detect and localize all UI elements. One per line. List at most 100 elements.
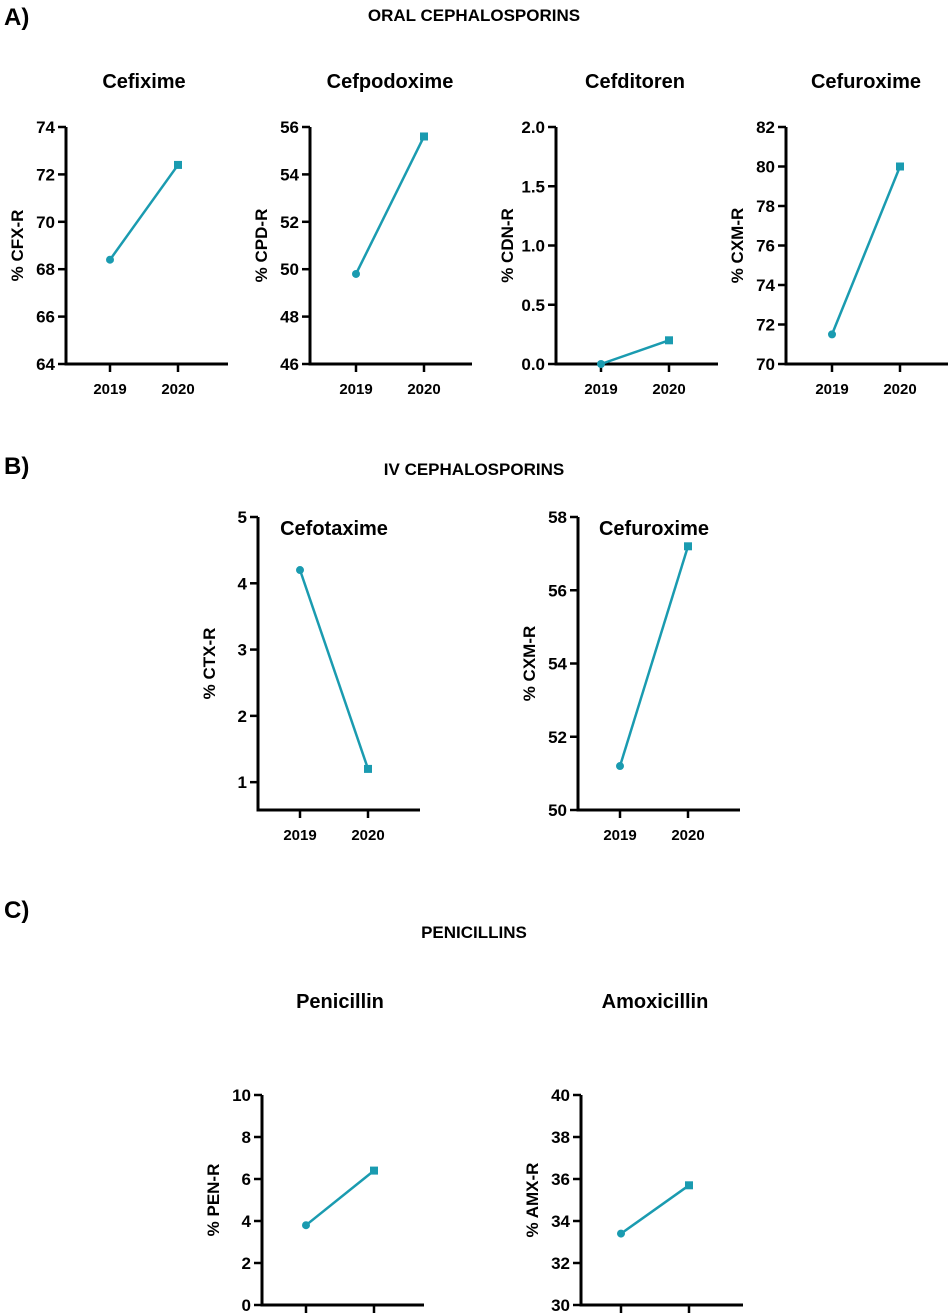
data-point-2019 [302, 1221, 310, 1230]
y-tick-label: 64 [36, 355, 55, 374]
chart-penicillin: Penicillin024681020192020% PEN-R [204, 991, 424, 1314]
y-axis-label: % CFX-R [8, 210, 27, 282]
y-tick-label: 8 [242, 1128, 251, 1147]
y-tick-label: 80 [756, 158, 775, 177]
x-tick-label: 2019 [815, 381, 848, 398]
y-tick-label: 2 [238, 707, 247, 726]
chart-cefditoren: Cefditoren 0.0 0.5 1.0 1.5 2.0 2019 2020 % CDN-R [498, 71, 718, 398]
chart-cefpodoxime: Cefpodoxime 46 48 50 52 54 56 2019 2020 % CPD-R [252, 71, 472, 398]
y-tick-label: 50 [548, 801, 567, 820]
x-tick-label: 2020 [652, 381, 685, 398]
y-tick-label: 74 [36, 118, 55, 137]
chart-title: Cefotaxime [280, 518, 388, 540]
panel-label-c: C) [4, 897, 30, 924]
y-tick-label: 50 [280, 260, 299, 279]
y-tick-label: 52 [548, 728, 567, 747]
chart-title: Penicillin [296, 991, 384, 1013]
x-tick-label: 2019 [93, 381, 126, 398]
y-tick-label: 78 [756, 197, 775, 216]
data-point-2020 [370, 1166, 378, 1175]
y-tick-label: 3 [238, 641, 247, 660]
y-tick-label: 54 [280, 165, 299, 184]
y-tick-label: 70 [756, 355, 775, 374]
x-tick-label: 2019 [584, 381, 617, 398]
y-tick-label: 30 [551, 1296, 570, 1314]
y-tick-label: 32 [551, 1254, 570, 1273]
y-tick-label: 0 [242, 1296, 251, 1314]
y-tick-label: 36 [551, 1170, 570, 1189]
data-point-2020 [685, 1181, 693, 1190]
chart-cefuroxime: Cefuroxime 70 72 74 76 78 80 82 2019 2020 % CXM-R [728, 71, 948, 398]
series-line [108, 164, 180, 261]
y-tick-label: 74 [756, 276, 775, 295]
y-tick-label: 56 [548, 581, 567, 600]
data-point-2019 [106, 255, 114, 264]
data-point-2020 [684, 542, 692, 551]
x-tick-label: 2019 [339, 381, 372, 398]
y-tick-label: 34 [551, 1212, 570, 1231]
y-tick-label: 0.5 [521, 296, 545, 315]
section-title-penicillins: PENICILLINS [421, 923, 527, 942]
data-point-2020 [665, 336, 673, 345]
y-tick-label: 2 [242, 1254, 251, 1273]
y-tick-label: 40 [551, 1086, 570, 1105]
chart-cefuroxime: Cefuroxime 50 52 54 56 58 2019 2020 % CXM-R [520, 508, 740, 844]
y-tick-label: 4 [238, 574, 248, 593]
data-point-2020 [896, 162, 904, 171]
section-title-iv: IV CEPHALOSPORINS [383, 460, 565, 479]
y-tick-label: 1.5 [521, 177, 545, 196]
x-tick-label: 2020 [161, 381, 194, 398]
y-tick-label: 76 [756, 237, 775, 256]
chart-title: Cefditoren [585, 71, 685, 93]
y-tick-label: 0.0 [521, 355, 545, 374]
series-line [600, 339, 670, 366]
x-tick-label: 2020 [351, 827, 384, 844]
y-tick-label: 1 [238, 773, 247, 792]
y-axis-label: % CXM-R [520, 626, 539, 702]
y-tick-label: 48 [280, 308, 299, 327]
x-tick-label: 2020 [671, 827, 704, 844]
y-tick-label: 2.0 [521, 118, 545, 137]
data-point-2019 [352, 269, 360, 278]
chart-title: Cefpodoxime [327, 71, 454, 93]
chart-title: Amoxicillin [602, 991, 709, 1013]
series-line [305, 1169, 375, 1227]
y-tick-label: 72 [756, 316, 775, 335]
y-tick-label: 56 [280, 118, 299, 137]
section-title-oral: ORAL CEPHALOSPORINS [367, 6, 581, 25]
y-tick-label: 5 [238, 508, 247, 527]
panel-label-b: B) [4, 453, 30, 480]
x-tick-label: 2020 [883, 381, 916, 398]
y-axis-label: % AMX-R [523, 1163, 542, 1238]
y-tick-label: 4 [242, 1212, 252, 1231]
chart-amoxicillin: Amoxicillin30323436384020192020% AMX-R [523, 991, 743, 1314]
series-line [354, 135, 426, 275]
y-tick-label: 82 [756, 118, 775, 137]
y-tick-label: 1.0 [521, 237, 545, 256]
y-axis-label: % CPD-R [252, 209, 271, 283]
x-tick-label: 2020 [407, 381, 440, 398]
y-tick-label: 70 [36, 213, 55, 232]
data-point-2019 [597, 360, 605, 368]
data-point-2019 [617, 1229, 625, 1238]
chart-title: Cefixime [102, 71, 185, 93]
y-tick-label: 52 [280, 213, 299, 232]
series-line [298, 569, 370, 770]
data-point-2019 [616, 762, 624, 771]
series-line [830, 166, 902, 335]
y-tick-label: 46 [280, 355, 299, 374]
data-point-2020 [420, 132, 428, 141]
y-tick-label: 66 [36, 308, 55, 327]
data-point-2019 [828, 330, 836, 339]
data-point-2020 [174, 160, 182, 169]
y-tick-label: 38 [551, 1128, 570, 1147]
series-line [620, 1184, 690, 1235]
x-tick-label: 2019 [283, 827, 316, 844]
y-axis-label: % CXM-R [728, 208, 747, 284]
chart-title: Cefuroxime [811, 71, 921, 93]
y-tick-label: 58 [548, 508, 567, 527]
y-tick-label: 72 [36, 165, 55, 184]
panel-label-a: A) [4, 4, 30, 31]
